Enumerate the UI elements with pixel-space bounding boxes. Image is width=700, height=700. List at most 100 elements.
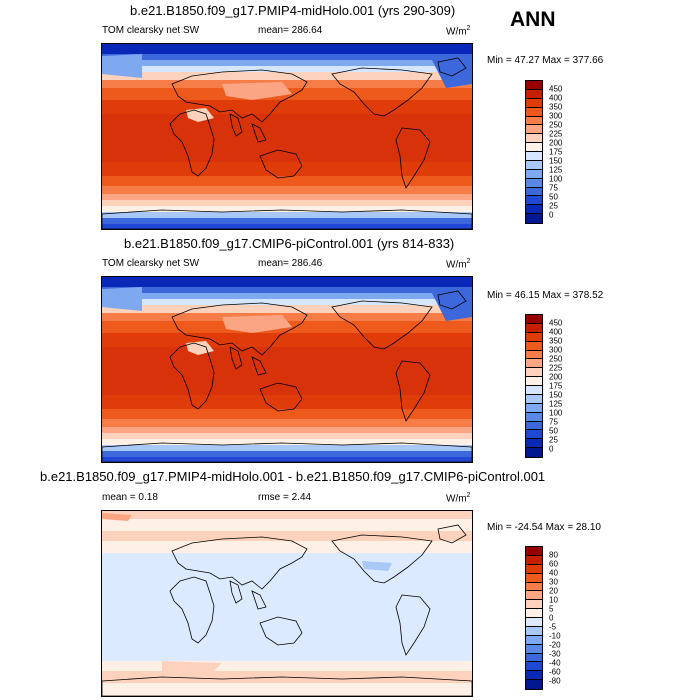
- field-band: [102, 54, 472, 60]
- colorbar-tick-label: 200: [549, 138, 563, 148]
- field-band: [102, 194, 472, 200]
- coastline: [395, 127, 431, 189]
- panel-3-minmax: Min = -24.54 Max = 28.10: [487, 522, 601, 533]
- colorbar-tick-label: 0: [549, 613, 554, 623]
- colorbar-tick-label: 250: [549, 120, 563, 130]
- panel-1-map: [101, 43, 473, 230]
- colorbar-swatch: [526, 555, 542, 565]
- coastline: [169, 576, 215, 644]
- field-band: [102, 305, 472, 313]
- panel-1-variable: TOM clearsky net SW: [102, 25, 200, 36]
- field-band: [102, 439, 472, 445]
- field-band: [102, 333, 472, 347]
- panel-2-variable: TOM clearsky net SW: [102, 258, 200, 269]
- colorbar-tick-label: 450: [549, 318, 563, 328]
- colorbar-swatch: [526, 439, 542, 449]
- colorbar-swatch: [526, 196, 542, 206]
- colorbar-swatch: [526, 116, 542, 126]
- panel-1-minmax: Min = 47.27 Max = 377.66: [487, 55, 604, 66]
- field-band: [102, 409, 472, 419]
- colorbar-swatch: [526, 618, 542, 627]
- colorbar-swatch: [526, 412, 542, 422]
- colorbar-swatch: [526, 368, 542, 378]
- panel-3-mean: mean = 0.18: [102, 492, 158, 503]
- colorbar-tick-label: 5: [549, 604, 554, 614]
- colorbar-swatch: [526, 98, 542, 108]
- land-patch: [222, 82, 292, 100]
- coastline: [102, 209, 472, 229]
- field-band: [102, 44, 472, 54]
- colorbar-tick-label: 75: [549, 417, 558, 427]
- field-band: [102, 72, 472, 80]
- field-band: [102, 683, 472, 696]
- colorbar-tick-label: -30: [549, 649, 561, 659]
- coastline: [171, 536, 308, 590]
- land-patch: [102, 287, 142, 311]
- colorbar-swatch: [526, 662, 542, 672]
- coastline: [437, 57, 467, 77]
- panel-1-map-svg: [102, 44, 472, 229]
- panel-1-mean: mean= 286.64: [258, 25, 323, 36]
- colorbar-tick-label: 200: [549, 372, 563, 382]
- field-band: [102, 287, 472, 293]
- season-label: ANN: [510, 8, 556, 31]
- field-band: [102, 186, 472, 194]
- colorbar-tick-label: 50: [549, 192, 558, 202]
- colorbar-tick-label: 350: [549, 336, 563, 346]
- colorbar-swatch: [526, 359, 542, 369]
- field-band: [102, 511, 472, 519]
- colorbar-tick-label: 350: [549, 102, 563, 112]
- colorbar-swatch: [526, 600, 542, 610]
- colorbar-tick-label: -40: [549, 658, 561, 668]
- colorbar-swatch: [526, 323, 542, 333]
- colorbar-swatch: [526, 421, 542, 431]
- colorbar-swatch: [526, 125, 542, 135]
- colorbar-tick-label: 10: [549, 595, 558, 605]
- colorbar-swatch: [526, 671, 542, 681]
- colorbar-swatch: [526, 635, 542, 645]
- colorbar-swatch: [526, 386, 542, 395]
- anomaly-patch: [362, 561, 392, 571]
- colorbar-swatch: [526, 609, 542, 618]
- colorbar-tick-label: 0: [549, 210, 554, 220]
- coastline: [229, 346, 243, 370]
- panel-2-minmax: Min = 46.15 Max = 378.52: [487, 290, 604, 301]
- panel-3-colorbar: [525, 546, 543, 690]
- panel-1-colorbar: [525, 80, 543, 224]
- colorbar-swatch: [526, 205, 542, 215]
- land-patch: [102, 54, 142, 78]
- panel-3-title: b.e21.B1850.f09_g17.PMIP4-midHolo.001 - …: [40, 469, 546, 484]
- field-band: [102, 293, 472, 299]
- panel-1-title: b.e21.B1850.f09_g17.PMIP4-midHolo.001 (y…: [130, 3, 456, 18]
- colorbar-swatch: [526, 178, 542, 188]
- colorbar-swatch: [526, 214, 542, 223]
- coastline: [171, 302, 308, 356]
- field-band: [102, 457, 472, 462]
- colorbar-swatch: [526, 81, 542, 90]
- colorbar-swatch: [526, 582, 542, 592]
- colorbar-tick-label: 25: [549, 435, 558, 445]
- panel-3-map-svg: [102, 511, 472, 696]
- field-band: [102, 433, 472, 439]
- field-band: [102, 661, 472, 671]
- field-band: [102, 200, 472, 206]
- coastline: [102, 676, 472, 696]
- colorbar-tick-label: 125: [549, 399, 563, 409]
- coastline: [251, 123, 267, 143]
- colorbar-swatch: [526, 350, 542, 360]
- colorbar-tick-label: -60: [549, 667, 561, 677]
- colorbar-swatch: [526, 644, 542, 654]
- colorbar-swatch: [526, 591, 542, 601]
- colorbar-swatch: [526, 134, 542, 144]
- colorbar-tick-label: 75: [549, 183, 558, 193]
- colorbar-swatch: [526, 169, 542, 179]
- land-patch: [222, 315, 292, 333]
- field-band: [102, 224, 472, 229]
- field-band: [102, 277, 472, 287]
- field-band: [102, 313, 472, 321]
- colorbar-tick-label: 300: [549, 111, 563, 121]
- panel-3-map: [101, 510, 473, 697]
- anomaly-patch: [102, 513, 132, 521]
- colorbar-tick-label: -5: [549, 622, 557, 632]
- colorbar-tick-label: 100: [549, 174, 563, 184]
